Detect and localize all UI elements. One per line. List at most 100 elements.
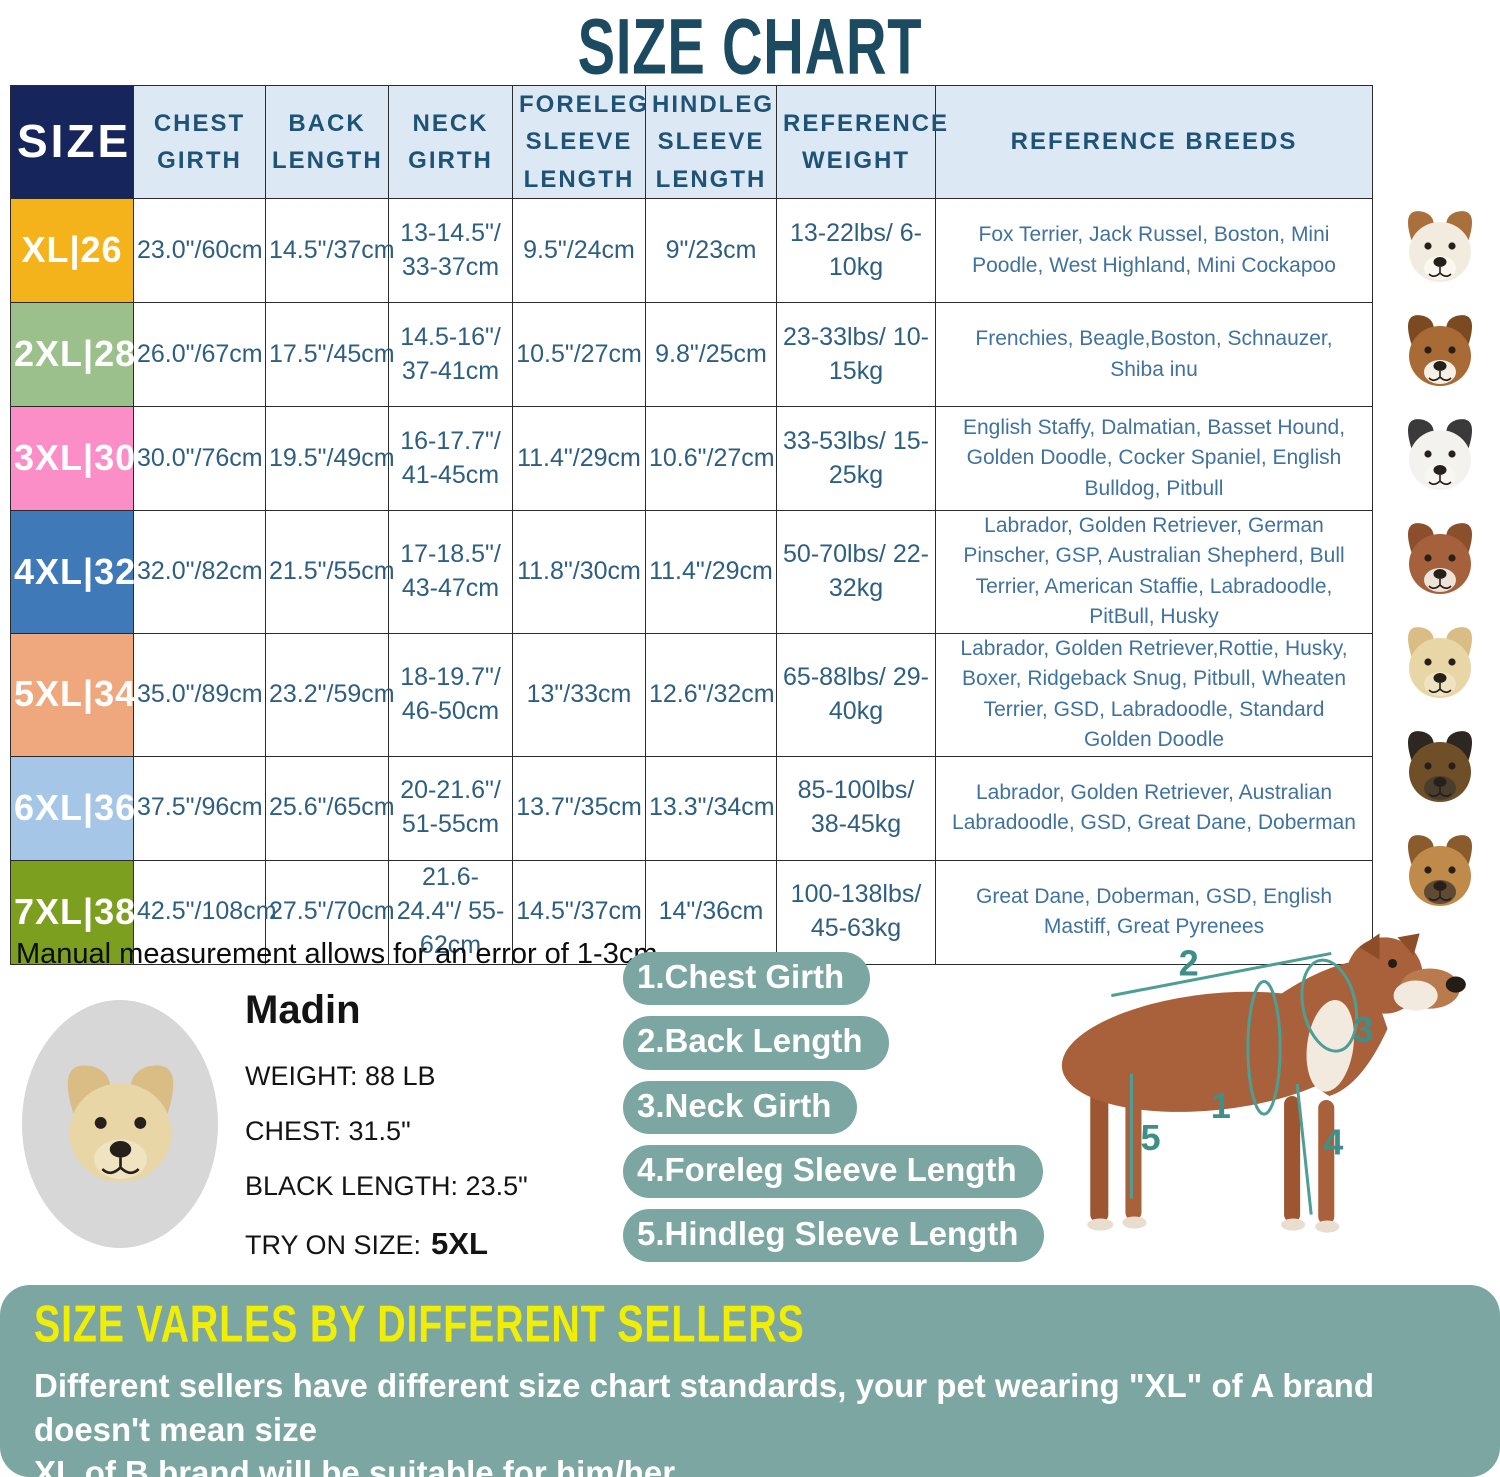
german-shepherd-photo <box>1382 718 1498 822</box>
hindleg-value: 12.6"/32cm <box>645 632 777 757</box>
measurement-note: Manual measurement allows for an error o… <box>16 938 658 970</box>
table-row-7xl: 7XL|38 42.5"/108cm 27.5"/70cm 21.6-24.4"… <box>10 859 1373 965</box>
jack-russell-photo <box>1382 198 1498 302</box>
weight-value: 23-33lbs/ 10-15kg <box>776 302 936 407</box>
size-badge: XL|26 <box>10 198 134 303</box>
chest-value: 26.0"/67cm <box>133 302 266 407</box>
neck-value: 13-14.5"/ 33-37cm <box>388 198 513 303</box>
example-dog-name: Madin <box>245 988 361 1032</box>
weight-value: 33-53lbs/ 15-25kg <box>776 406 936 511</box>
measurement-diagram: 2 3 1 4 5 <box>1061 933 1466 1233</box>
neck-value: 16-17.7"/ 41-45cm <box>388 406 513 511</box>
legend-foreleg-sleeve-length: 4.Foreleg Sleeve Length <box>623 1144 1043 1199</box>
diagram-number-5: 5 <box>1140 1117 1160 1158</box>
hindleg-value: 13.3"/34cm <box>645 755 777 861</box>
foreleg-value: 9.5"/24cm <box>512 198 646 303</box>
foreleg-value: 11.4"/29cm <box>512 406 646 511</box>
table-row-4xl: 4XL|32 32.0"/82cm 21.5"/55cm 17-18.5"/ 4… <box>10 510 1373 634</box>
weight-value: 85-100lbs/ 38-45kg <box>776 755 936 861</box>
footer-heading: SIZE VARLES BY DIFFERENT SELLERS <box>34 1296 805 1354</box>
labrador-photo <box>1382 614 1498 718</box>
legend-back-length: 2.Back Length <box>623 1016 889 1070</box>
try-on-label: TRY ON SIZE: <box>245 1230 422 1260</box>
chest-value: 30.0"/76cm <box>133 406 266 511</box>
diagram-number-1: 1 <box>1211 1085 1231 1126</box>
footer-panel: SIZE VARLES BY DIFFERENT SELLERS Differe… <box>0 1285 1500 1477</box>
chest-value: 35.0"/89cm <box>133 632 266 757</box>
weight-value: 100-138lbs/ 45-63kg <box>776 859 936 965</box>
chest-value: 42.5"/108cm <box>133 859 277 965</box>
weight-value: 65-88lbs/ 29-40kg <box>776 632 936 757</box>
neck-value: 20-21.6"/ 51-55cm <box>388 755 513 861</box>
weight-value: 50-70lbs/ 22-32kg <box>776 510 936 634</box>
size-table: SIZE CHEST GIRTH BACK LENGTH NECK GIRTH … <box>10 85 1373 965</box>
size-badge: 4XL|32 <box>10 510 135 634</box>
table-row-3xl: 3XL|30 30.0"/76cm 19.5"/49cm 16-17.7"/ 4… <box>10 406 1373 511</box>
header-reference-breeds: REFERENCE BREEDS <box>935 85 1373 199</box>
example-back-length: BLACK LENGTH: 23.5" <box>245 1171 528 1201</box>
breeds-value: Great Dane, Doberman, GSD, English Masti… <box>935 859 1373 965</box>
back-value: 27.5"/70cm <box>265 859 395 965</box>
legend-chest-girth: 1.Chest Girth <box>623 952 871 1006</box>
hindleg-value: 9.8"/25cm <box>645 302 777 407</box>
page-title: SIZE CHART <box>577 3 923 92</box>
back-value: 14.5"/37cm <box>265 198 395 303</box>
table-row-5xl: 5XL|34 35.0"/89cm 23.2"/59cm 18-19.7"/ 4… <box>10 632 1373 757</box>
breeds-value: Labrador, Golden Retriever, Australian L… <box>935 755 1373 861</box>
beagle-photo <box>1382 302 1498 406</box>
back-value: 17.5"/45cm <box>265 302 395 407</box>
neck-girth-loop <box>1300 958 1359 1053</box>
neck-value: 14.5-16"/ 37-41cm <box>388 302 513 407</box>
diagram-number-3: 3 <box>1353 1009 1373 1050</box>
example-chest: CHEST: 31.5" <box>245 1116 411 1146</box>
size-badge: 5XL|34 <box>10 632 135 757</box>
diagram-number-4: 4 <box>1323 1121 1343 1162</box>
labrador-face-icon <box>38 1047 203 1212</box>
chest-value: 37.5"/96cm <box>133 755 266 861</box>
legend-hindleg-sleeve-length: 5.Hindleg Sleeve Length <box>623 1209 1045 1263</box>
header-back-length: BACK LENGTH <box>265 85 389 199</box>
great-dane-photo <box>1382 822 1498 926</box>
dalmatian-photo <box>1382 406 1498 510</box>
neck-value: 21.6-24.4"/ 55-62cm <box>388 859 513 965</box>
foreleg-line <box>1295 1083 1313 1215</box>
hindleg-value: 11.4"/29cm <box>645 510 777 634</box>
foreleg-value: 14.5"/37cm <box>512 859 646 965</box>
foreleg-value: 13.7"/35cm <box>512 755 646 861</box>
size-badge: 6XL|36 <box>10 755 135 861</box>
example-dog-info: Madin WEIGHT: 88 LB CHEST: 31.5" BLACK L… <box>245 988 575 1286</box>
neck-value: 17-18.5"/ 43-47cm <box>388 510 513 634</box>
hindleg-value: 9"/23cm <box>645 198 777 303</box>
breeds-value: English Staffy, Dalmatian, Basset Hound,… <box>935 406 1373 511</box>
size-badge: 7XL|38 <box>10 859 135 965</box>
breeds-value: Fox Terrier, Jack Russel, Boston, Mini P… <box>935 198 1373 303</box>
weight-value: 13-22lbs/ 6-10kg <box>776 198 936 303</box>
back-length-line <box>1111 951 1332 998</box>
foreleg-value: 13"/33cm <box>512 632 646 757</box>
size-badge: 3XL|30 <box>10 406 135 511</box>
header-chest-girth: CHEST GIRTH <box>133 85 266 199</box>
hindleg-value: 10.6"/27cm <box>645 406 777 511</box>
footer-line-1: Different sellers have different size ch… <box>34 1367 1374 1448</box>
measurement-legend: 1.Chest Girth 2.Back Length 3.Neck Girth… <box>623 952 1045 1263</box>
foreleg-value: 11.8"/30cm <box>512 510 646 634</box>
breeds-value: Labrador, Golden Retriever,Rottie, Husky… <box>935 632 1373 757</box>
header-neck-girth: NECK GIRTH <box>388 85 513 199</box>
hindleg-value: 14"/36cm <box>645 859 777 965</box>
table-row-xl: XL|26 23.0"/60cm 14.5"/37cm 13-14.5"/ 33… <box>10 198 1373 303</box>
table-header-row: SIZE CHEST GIRTH BACK LENGTH NECK GIRTH … <box>10 85 1373 199</box>
table-row-2xl: 2XL|28 26.0"/67cm 17.5"/45cm 14.5-16"/ 3… <box>10 302 1373 407</box>
example-weight: WEIGHT: 88 LB <box>245 1061 436 1091</box>
chest-value: 32.0"/82cm <box>133 510 266 634</box>
header-reference-weight: REFERENCE WEIGHT <box>776 85 947 199</box>
diagram-number-2: 2 <box>1179 943 1199 984</box>
header-foreleg-sleeve-length: FORELEG SLEEVE LENGTH <box>512 85 647 199</box>
chest-girth-loop <box>1246 980 1282 1116</box>
foreleg-value: 10.5"/27cm <box>512 302 646 407</box>
breeds-value: Frenchies, Beagle,Boston, Schnauzer, Shi… <box>935 302 1373 407</box>
dog-illustration <box>1061 933 1466 1233</box>
back-value: 23.2"/59cm <box>265 632 395 757</box>
breeds-value: Labrador, Golden Retriever, German Pinsc… <box>935 510 1373 634</box>
footer-line-2: XL of B brand will be suitable for him/h… <box>34 1454 683 1477</box>
